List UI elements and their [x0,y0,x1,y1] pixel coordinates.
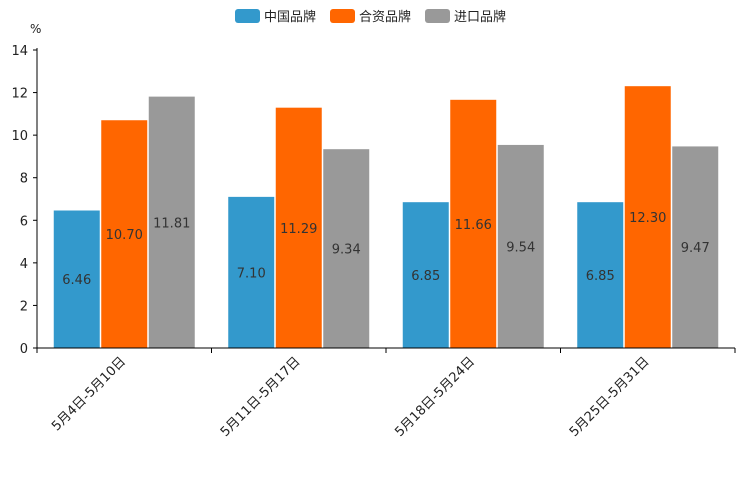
legend-label-2[interactable]: 合资品牌 [359,9,411,25]
bar-series-3-cat-2[interactable] [323,149,370,348]
legend-label-3[interactable]: 进口品牌 [454,9,506,25]
legend-label-1[interactable]: 中国品牌 [264,9,316,25]
legend-swatch-1[interactable] [235,9,260,23]
x-axis: 5月4日-5月10日 5月11日-5月17日 5月18日-5月24日 5月25日-5月… [36,347,736,440]
y-tick-label: 8 [20,172,28,187]
data-label: 9.34 [332,243,361,258]
bar-series-1-cat-4[interactable] [577,202,624,348]
x-category-label: 5月25日-5月31日 [567,354,653,440]
data-label: 11.29 [280,222,317,237]
y-tick-label: 2 [20,299,28,314]
y-tick-label: 12 [11,87,28,102]
bar-series-2-cat-2[interactable] [275,107,322,348]
bar-series-3-cat-1[interactable] [148,96,195,348]
legend-swatch-3[interactable] [425,9,450,23]
y-tick-label: 14 [11,44,28,59]
legend-swatch-2[interactable] [330,9,355,23]
data-label: 11.81 [153,216,190,231]
bar-series-1-cat-1[interactable] [53,210,100,348]
y-tick-label: 0 [20,342,28,357]
x-category-label: 5月11日-5月17日 [218,354,304,440]
bar-series-3-cat-3[interactable] [497,144,544,348]
bar-series-2-cat-4[interactable] [624,86,671,348]
bar-series-2-cat-3[interactable] [450,99,497,349]
data-label: 9.47 [681,241,710,256]
data-label: 6.46 [62,273,91,288]
data-label: 6.85 [586,269,615,284]
data-label: 9.54 [506,240,535,255]
y-tick-label: 4 [20,257,28,272]
data-label: 12.30 [629,211,666,226]
y-tick-label: 6 [20,214,28,229]
data-label: 7.10 [237,266,266,281]
data-label: 6.85 [411,269,440,284]
x-category-label: 5月18日-5月24日 [392,354,478,440]
y-axis: 0 2 4 6 8 10 12 14 [11,44,38,357]
bar-series-2-cat-1[interactable] [101,120,148,348]
y-tick-label: 10 [11,129,28,144]
y-axis-unit-label: % [30,22,41,36]
bars: 6.46 10.70 11.81 7.10 11.29 9.34 6.85 11.66 9.54… [53,86,719,349]
legend: 中国品牌 合资品牌 进口品牌 [235,9,506,25]
bar-series-1-cat-3[interactable] [402,202,449,348]
x-category-label: 5月4日-5月10日 [49,354,129,434]
bar-series-3-cat-4[interactable] [672,146,719,348]
data-label: 10.70 [106,228,143,243]
bar-series-1-cat-2[interactable] [228,196,275,348]
data-label: 11.66 [455,218,492,233]
